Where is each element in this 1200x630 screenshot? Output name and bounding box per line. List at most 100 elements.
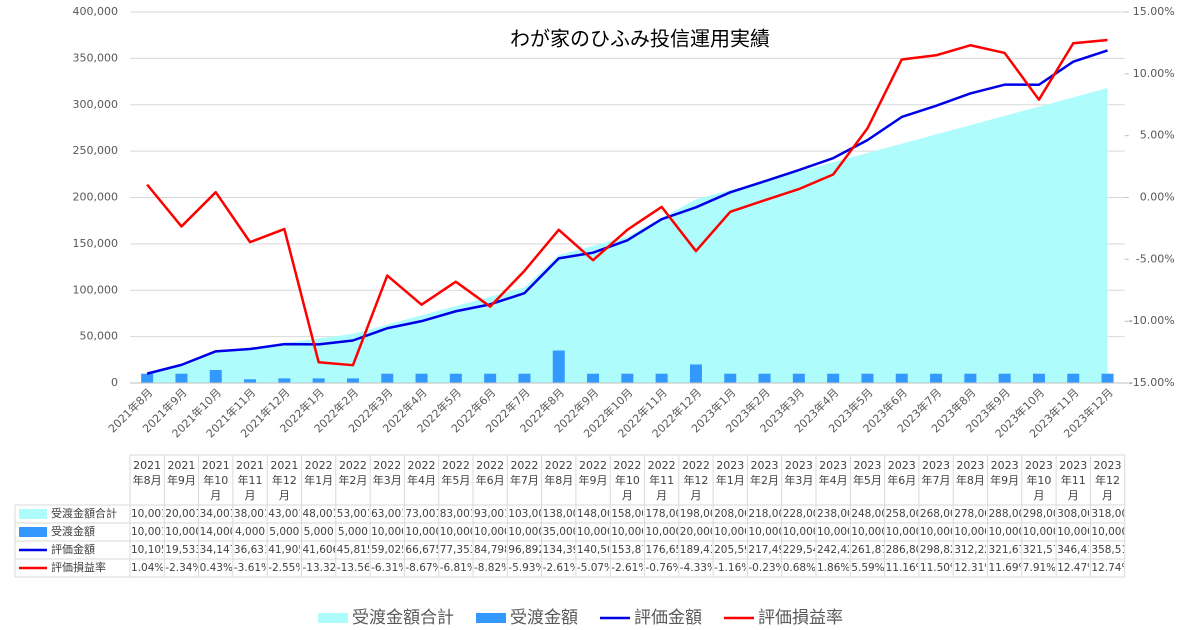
table-header: 2021年10月 <box>201 459 230 502</box>
y2-tick-label: 5.00% <box>1140 129 1175 142</box>
bar <box>346 378 359 383</box>
table-cell: 242,421 <box>817 544 849 556</box>
table-cell: 308,001 <box>1057 508 1089 520</box>
table-cell: -4.33% <box>679 562 712 574</box>
table-cell: 158,001 <box>611 508 643 520</box>
table-header: 2023年8月 <box>955 459 985 487</box>
table-cell: 93,001 <box>474 508 506 520</box>
bar <box>587 373 600 383</box>
y-tick-label: 250,000 <box>73 144 119 157</box>
table-cell: 14,000 <box>199 526 232 538</box>
table-cell: 0.68% <box>782 562 815 574</box>
bar <box>758 373 771 383</box>
table-header: 2023年11月 <box>1059 459 1088 502</box>
legend-label: 評価損益率 <box>758 608 843 628</box>
table-cell: 189,431 <box>679 544 712 556</box>
table-cell: 178,001 <box>645 508 678 520</box>
table-header: 2022年6月 <box>475 459 505 487</box>
table-cell: 10,000 <box>748 526 780 538</box>
bar <box>689 364 702 383</box>
bar <box>415 373 428 383</box>
table-cell: 10,000 <box>439 526 472 538</box>
table-cell: 11.16% <box>885 562 918 574</box>
table-cell: 286,801 <box>885 544 918 556</box>
table-cell: 10,000 <box>508 526 540 538</box>
table-cell: 1.04% <box>131 562 164 574</box>
table-cell: 59,025 <box>371 544 403 556</box>
table-cell: -8.82% <box>474 562 506 574</box>
table-cell: -13.32% <box>302 562 335 574</box>
table-cell: 148,001 <box>576 508 609 520</box>
table-cell: 10,000 <box>1022 526 1055 538</box>
table-cell: 288,001 <box>988 508 1021 520</box>
table-header: 2021年8月 <box>132 459 162 487</box>
table-cell: 38,001 <box>233 508 266 520</box>
table-cell: -2.55% <box>268 562 300 574</box>
bar <box>895 373 908 383</box>
table-header: 2023年2月 <box>750 459 780 487</box>
legend-label: 受渡金額合計 <box>352 608 454 628</box>
table-header: 2022年5月 <box>441 459 471 487</box>
table-cell: 5,000 <box>337 526 368 538</box>
table-cell: 318,001 <box>1091 508 1123 520</box>
y2-tick-label: 10.00% <box>1133 67 1175 80</box>
table-cell: 10,000 <box>474 526 506 538</box>
table-cell: 12.74% <box>1091 562 1123 574</box>
table-cell: -2.34% <box>165 562 197 574</box>
table-cell: 5,000 <box>303 526 334 538</box>
table-cell: -0.76% <box>645 562 678 574</box>
table-header: 2021年12月 <box>270 459 299 502</box>
table-header: 2022年1月 <box>304 459 334 487</box>
table-cell: 176,651 <box>645 544 678 556</box>
legend-key <box>19 509 47 519</box>
table-cell: 10,000 <box>1091 526 1123 538</box>
table-cell: 1.86% <box>817 562 850 574</box>
bar <box>1032 373 1045 383</box>
table-cell: 321,571 <box>1022 544 1055 556</box>
table-cell: 73,001 <box>405 508 437 520</box>
table-cell: 278,001 <box>954 508 986 520</box>
area <box>147 88 1108 383</box>
y-tick-label: 350,000 <box>73 51 119 64</box>
table-cell: -6.31% <box>371 562 403 574</box>
y-tick-label: 400,000 <box>73 5 119 18</box>
table-cell: 41,905 <box>268 544 300 556</box>
table-cell: -2.61% <box>611 562 643 574</box>
table-header: 2022年11月 <box>647 459 676 502</box>
bar <box>552 350 565 383</box>
table-cell: 83,001 <box>439 508 472 520</box>
table-cell: -2.61% <box>542 562 575 574</box>
table-cell: 84,798 <box>474 544 506 556</box>
y-tick-label: 200,000 <box>73 191 119 204</box>
table-cell: -5.93% <box>508 562 540 574</box>
table-cell: 10,001 <box>131 508 163 520</box>
bar <box>861 373 874 383</box>
bar <box>209 370 222 383</box>
table-cell: 312,221 <box>954 544 986 556</box>
y-tick-label: 0 <box>111 376 118 389</box>
table-cell: 7.91% <box>1022 562 1056 574</box>
y-tick-label: 150,000 <box>73 237 119 250</box>
bar <box>381 373 394 383</box>
table-header: 2021年9月 <box>166 459 196 487</box>
table-cell: 228,001 <box>782 508 815 520</box>
table-cell: 10,000 <box>1057 526 1089 538</box>
table-cell: 11.50% <box>919 562 952 574</box>
y2-tick-label: -5.00% <box>1136 252 1175 265</box>
line <box>146 38 1108 367</box>
table-header: 2023年9月 <box>990 459 1020 487</box>
table-cell: 11.69% <box>988 562 1021 574</box>
table-row-header: 評価損益率 <box>51 561 106 574</box>
table-cell: 34,147 <box>199 544 232 556</box>
table-cell: -5.07% <box>576 562 609 574</box>
table-cell: 198,001 <box>679 508 712 520</box>
table-cell: 10,000 <box>885 526 918 538</box>
table-cell: -3.61% <box>233 562 266 574</box>
table-header: 2022年12月 <box>681 459 710 502</box>
table-cell: 217,491 <box>748 544 780 556</box>
table-cell: 153,871 <box>611 544 643 556</box>
table-cell: 10,000 <box>851 526 883 538</box>
table-cell: 63,001 <box>371 508 403 520</box>
